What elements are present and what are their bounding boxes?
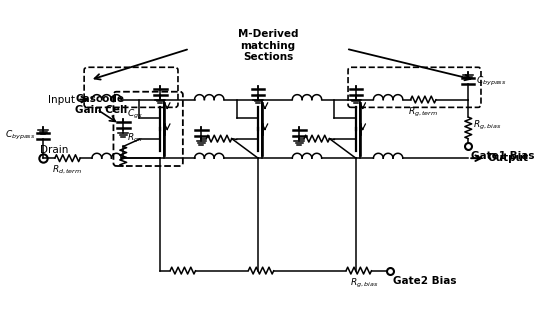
Text: $R_{gx}$: $R_{gx}$ bbox=[127, 132, 143, 145]
Text: $R_{g,bias}$: $R_{g,bias}$ bbox=[350, 276, 378, 290]
Text: Gate1 Bias: Gate1 Bias bbox=[471, 152, 535, 162]
Text: Gate2 Bias: Gate2 Bias bbox=[393, 276, 456, 286]
Text: Drain: Drain bbox=[40, 145, 69, 155]
Text: Input: Input bbox=[48, 95, 75, 105]
Text: $R_{d,term}$: $R_{d,term}$ bbox=[52, 164, 82, 176]
Text: $C_{gx}$: $C_{gx}$ bbox=[127, 108, 143, 121]
Text: $R_{g,term}$: $R_{g,term}$ bbox=[408, 106, 438, 119]
Text: $C_{bypass}$: $C_{bypass}$ bbox=[5, 129, 35, 142]
Text: $R_{g,bias}$: $R_{g,bias}$ bbox=[473, 120, 502, 133]
Text: Output: Output bbox=[488, 153, 529, 163]
Text: Cascode
Gain Cell: Cascode Gain Cell bbox=[75, 94, 128, 115]
Text: $C_{bypass}$: $C_{bypass}$ bbox=[476, 74, 507, 88]
Text: M-Derived
matching
Sections: M-Derived matching Sections bbox=[238, 29, 298, 62]
